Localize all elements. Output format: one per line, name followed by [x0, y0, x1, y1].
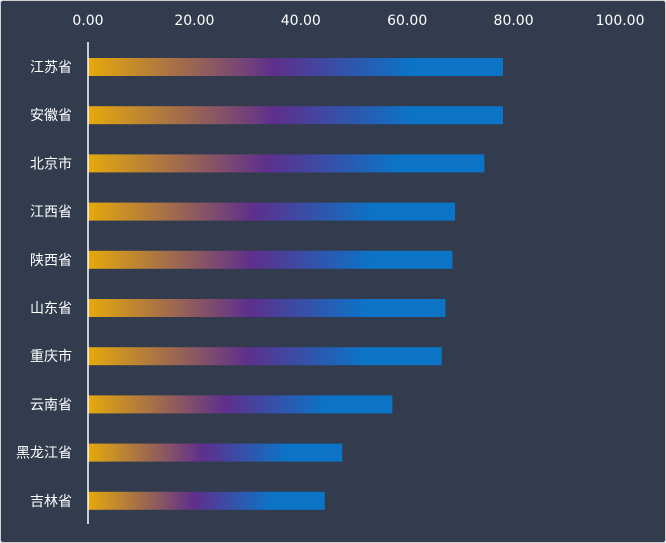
- bar: [88, 58, 503, 76]
- category-label: 江苏省: [30, 60, 72, 76]
- category-label: 安徽省: [30, 108, 72, 124]
- category-label: 吉林省: [30, 494, 72, 510]
- x-tick-label: 0.00: [72, 13, 103, 29]
- bar: [88, 299, 446, 317]
- bar: [88, 202, 456, 221]
- category-label: 陕西省: [30, 253, 72, 269]
- bar: [88, 347, 442, 366]
- x-tick-label: 100.00: [596, 13, 645, 29]
- bar: [88, 491, 325, 510]
- category-label: 江西省: [30, 205, 72, 221]
- category-label: 云南省: [30, 397, 72, 413]
- category-label: 黑龙江省: [16, 446, 72, 462]
- bar: [88, 154, 485, 173]
- bar: [88, 395, 393, 414]
- category-label: 重庆市: [30, 348, 72, 365]
- x-tick-label: 60.00: [387, 13, 427, 29]
- category-label: 北京市: [30, 155, 72, 172]
- x-tick-label: 20.00: [174, 13, 214, 29]
- category-label: 山东省: [30, 301, 72, 317]
- x-tick-label: 40.00: [281, 13, 321, 29]
- bar: [88, 443, 343, 462]
- x-axis-ticks: 0.00 20.00 40.00 60.00 80.00 100.00: [72, 13, 644, 29]
- bars: [88, 58, 503, 510]
- bar: [88, 250, 453, 269]
- x-tick-label: 80.00: [494, 13, 534, 29]
- bar: [88, 106, 503, 125]
